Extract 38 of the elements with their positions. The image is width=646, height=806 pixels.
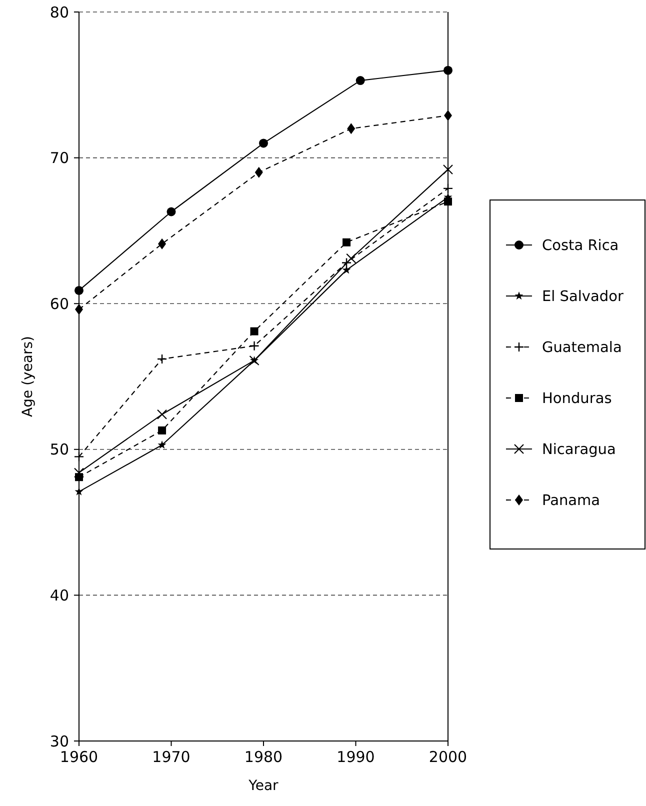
point	[444, 66, 452, 75]
y-tick-label: 50	[50, 440, 69, 459]
point	[341, 258, 352, 268]
legend-label: Panama	[542, 493, 600, 510]
legend-label: Guatemala	[542, 340, 622, 356]
y-axis-title: Age (years)	[20, 336, 36, 417]
point	[158, 238, 166, 250]
point	[342, 238, 351, 246]
point	[249, 340, 260, 351]
point	[156, 409, 168, 420]
point	[156, 354, 168, 364]
legend-label: El Salvador	[542, 289, 624, 306]
y-tick-label: 60	[50, 294, 69, 313]
point	[356, 76, 365, 86]
y-tick-label: 80	[50, 3, 69, 22]
legend-label: Honduras	[542, 391, 612, 408]
y-tick-label: 70	[50, 149, 69, 168]
point	[158, 440, 166, 449]
x-axis-title: Year	[248, 778, 279, 794]
legend-label: Costa Rica	[542, 238, 619, 254]
point	[346, 253, 356, 264]
x-tick-label: 2000	[428, 748, 468, 766]
y-tick-label: 30	[50, 732, 69, 750]
point	[444, 198, 452, 206]
point	[347, 123, 356, 134]
point	[259, 138, 268, 148]
x-tick-label: 1980	[244, 748, 283, 766]
y-tick-label: 40	[50, 586, 69, 604]
point	[250, 327, 258, 336]
point	[158, 426, 166, 434]
x-tick-label: 1970	[152, 748, 190, 766]
point	[74, 286, 84, 295]
point	[166, 207, 176, 216]
legend-label: Nicaragua	[542, 442, 616, 458]
point	[442, 164, 454, 175]
x-tick-label: 1990	[336, 748, 375, 766]
x-tick-label: 1960	[60, 748, 98, 766]
point	[254, 166, 263, 178]
